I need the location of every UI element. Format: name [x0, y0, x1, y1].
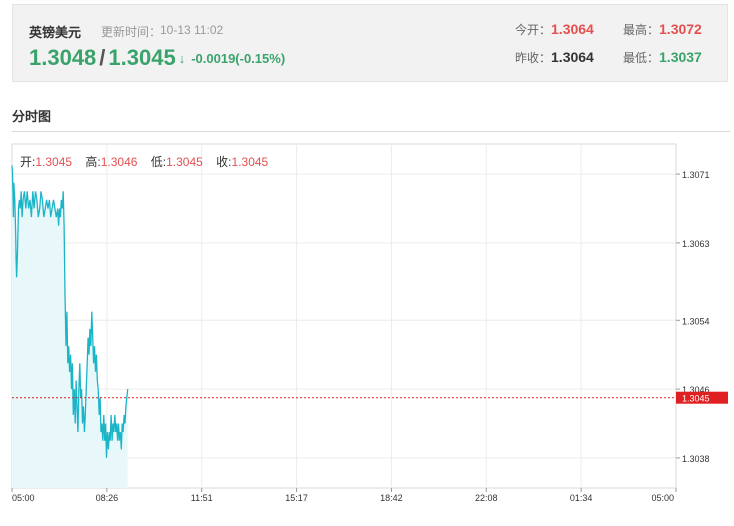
ohlc-low-value: 1.3045	[166, 155, 203, 169]
price-separator: /	[99, 45, 106, 70]
ohlc-close-label: 收:	[216, 155, 232, 169]
x-tick-label: 18:42	[380, 493, 403, 503]
ohlc-open-value: 1.3045	[35, 155, 73, 169]
price-change: -0.0019(-0.15%)	[191, 51, 286, 66]
update-time: 10-13 11:02	[160, 23, 224, 37]
ohlc-readout: 开:1.3045 高:1.3046 低:1.3045 收:1.3045	[20, 153, 278, 170]
open-stat: 今开：1.3064	[515, 21, 594, 38]
quote-panel: 英镑美元 更新时间： 10-13 11:02 1.3048/1.3045 ↓ -0.…	[12, 4, 728, 82]
high-stat: 最高：1.3072	[623, 21, 702, 38]
section-divider	[12, 131, 730, 132]
x-tick-label: 15:17	[285, 493, 308, 503]
update-time-label: 更新时间：	[101, 25, 162, 39]
price-line	[11, 165, 129, 458]
section-title: 分时图	[12, 109, 52, 124]
current-price-tag	[676, 391, 728, 404]
low-label: 最低：	[623, 51, 660, 65]
x-tick-label: 05:00	[12, 493, 35, 503]
y-tick-label: 1.3038	[682, 454, 710, 464]
y-tick-label: 1.3063	[682, 239, 710, 249]
ask-price: 1.3045	[108, 45, 176, 70]
chart-area-layer	[11, 165, 129, 488]
ohlc-low-label: 低:	[150, 155, 167, 169]
prev-close-label: 昨收：	[515, 51, 552, 65]
x-tick-label: 01:34	[570, 493, 593, 503]
x-tick-label: 11:51	[191, 493, 213, 503]
down-arrow-icon: ↓	[178, 51, 186, 66]
chart-axis-layer: 1.3071 1.3063 1.3054 1.3046 1.3038 05:00 08:26…	[11, 170, 728, 503]
y-tick-label: 1.3046	[682, 385, 710, 395]
ohlc-close-value: 1.3045	[231, 155, 269, 169]
y-tick-label: 1.3071	[682, 170, 710, 180]
pair-name: 英镑美元	[29, 25, 82, 40]
current-price-label: 1.3045	[682, 394, 710, 404]
price-line: 1.3048/1.3045 ↓ -0.0019(-0.15%)	[29, 45, 285, 71]
low-stat: 最低：1.3037	[623, 49, 702, 66]
low-value: 1.3037	[659, 49, 702, 65]
prev-close-stat: 昨收：1.3064	[515, 49, 594, 66]
y-tick-label: 1.3054	[682, 316, 710, 326]
prev-close-value: 1.3064	[551, 49, 594, 65]
x-tick-label: 08:26	[96, 493, 119, 503]
ohlc-high-label: 高:	[85, 155, 101, 169]
x-tick-label: 05:00	[651, 493, 674, 503]
open-label: 今开：	[515, 23, 552, 37]
chart-grid	[11, 143, 677, 489]
open-value: 1.3064	[551, 21, 594, 37]
bid-price: 1.3048	[29, 45, 97, 70]
ohlc-open-label: 开:	[20, 155, 36, 169]
high-value: 1.3072	[659, 21, 702, 37]
high-label: 最高：	[623, 23, 660, 37]
ohlc-high-value: 1.3046	[100, 155, 138, 169]
x-tick-label: 22:08	[475, 493, 498, 503]
